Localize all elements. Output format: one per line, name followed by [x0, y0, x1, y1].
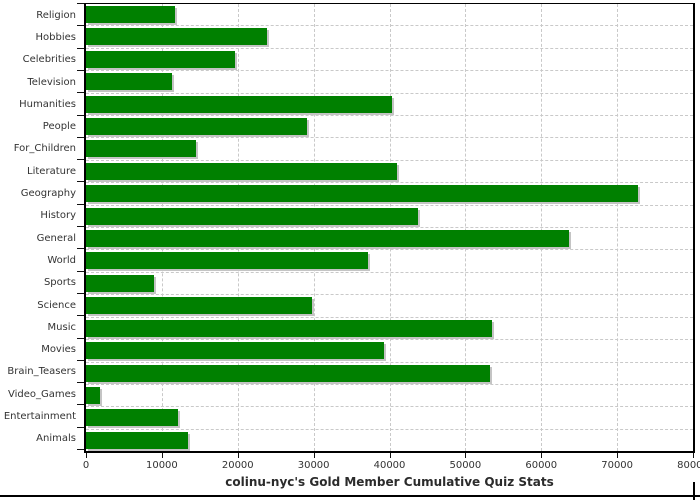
y-axis-labels: Religion Hobbies Celebrities Television Huma…	[0, 4, 76, 450]
y-axis-tick	[77, 70, 84, 71]
y-axis-tick	[77, 159, 84, 160]
x-axis-label: 10000	[145, 460, 178, 471]
x-axis-tick	[541, 453, 543, 458]
bar	[86, 297, 313, 315]
plot-row	[86, 430, 693, 451]
y-axis-tick	[77, 181, 84, 182]
y-axis-tick	[77, 3, 84, 4]
y-axis-label: Video_Games	[8, 388, 76, 400]
y-axis-tick	[77, 315, 84, 316]
vertical-gridline	[541, 4, 543, 451]
bar	[86, 230, 570, 248]
y-axis-tick	[77, 115, 84, 116]
x-axis-tick	[237, 453, 239, 458]
bar	[86, 28, 267, 46]
frame-right-border	[693, 482, 695, 500]
y-axis-tick	[77, 226, 84, 227]
y-axis-label: People	[42, 121, 76, 133]
y-axis-label: Music	[47, 321, 76, 333]
y-axis-tick	[77, 48, 84, 49]
y-axis-tick	[77, 92, 84, 93]
bar	[86, 140, 197, 158]
y-axis-label: Movies	[41, 344, 76, 356]
bar	[86, 364, 491, 382]
y-axis-label: Entertainment	[3, 410, 76, 422]
x-axis-label: 20000	[221, 460, 254, 471]
x-axis-tick	[693, 453, 694, 458]
x-axis-label: 80000	[677, 460, 700, 471]
bar	[86, 342, 385, 360]
x-axis-label: 30000	[297, 460, 330, 471]
bar	[86, 431, 188, 449]
vertical-gridline	[161, 4, 163, 451]
vertical-gridline	[617, 4, 619, 451]
x-axis-label: 0	[82, 460, 90, 471]
y-axis-label: Animals	[36, 433, 76, 445]
y-axis-label: Brain_Teasers	[7, 366, 76, 378]
bar	[86, 162, 398, 180]
y-axis-tick	[77, 382, 84, 383]
y-axis-label: Television	[27, 76, 76, 88]
y-axis-tick	[77, 449, 84, 450]
vertical-gridline	[313, 4, 315, 451]
y-axis-label: For_Children	[13, 143, 76, 155]
y-axis-tick	[77, 25, 84, 26]
y-axis-tick	[77, 338, 84, 339]
y-axis-label: World	[47, 254, 76, 266]
frame-bottom-border	[0, 495, 700, 497]
y-axis-label: General	[36, 232, 76, 244]
y-axis-tick	[77, 271, 84, 272]
y-axis-tick	[77, 360, 84, 361]
y-axis-label: Literature	[27, 165, 76, 177]
y-axis-tick	[77, 137, 84, 138]
bar	[86, 50, 235, 68]
bar	[86, 386, 101, 404]
x-axis-label: 60000	[525, 460, 558, 471]
x-axis-label: 70000	[601, 460, 634, 471]
x-axis-tick	[86, 453, 87, 458]
plot-area: 0 10000 20000 30000 40000 50000 60000 70000 8000…	[83, 3, 700, 471]
y-axis-label: Science	[37, 299, 76, 311]
x-axis-label: 50000	[449, 460, 482, 471]
vertical-gridline	[237, 4, 239, 451]
vertical-gridline	[465, 4, 467, 451]
y-axis-tick	[77, 204, 84, 205]
chart-title: colinu-nyc's Gold Member Cumulative Quiz…	[225, 475, 554, 489]
bar	[86, 207, 419, 225]
bar	[86, 185, 638, 203]
bar	[86, 274, 154, 292]
y-axis-tick	[77, 248, 84, 249]
bar	[86, 252, 369, 270]
x-axis-tick	[161, 453, 163, 458]
y-axis-tick	[77, 293, 84, 294]
bar	[86, 95, 392, 113]
bar	[86, 409, 178, 427]
x-axis-tick	[389, 453, 391, 458]
x-axis-label: 40000	[373, 460, 406, 471]
y-axis-label: Sports	[43, 277, 76, 289]
y-axis-label: History	[40, 210, 76, 222]
x-axis-tick	[617, 453, 619, 458]
y-axis-tick	[77, 404, 84, 405]
y-axis-label: Hobbies	[35, 31, 76, 43]
x-axis-tick	[313, 453, 315, 458]
bar	[86, 319, 492, 337]
bar	[86, 118, 307, 136]
x-axis-tick	[465, 453, 467, 458]
y-axis-label: Geography	[20, 188, 76, 200]
y-axis-label: Humanities	[19, 98, 76, 110]
y-axis-label: Celebrities	[22, 54, 76, 66]
bar-rows	[86, 4, 693, 451]
bar	[86, 73, 172, 91]
vertical-gridline	[389, 4, 391, 451]
y-axis-label: Religion	[36, 9, 76, 21]
y-axis-tick	[77, 427, 84, 428]
bar	[86, 6, 175, 23]
